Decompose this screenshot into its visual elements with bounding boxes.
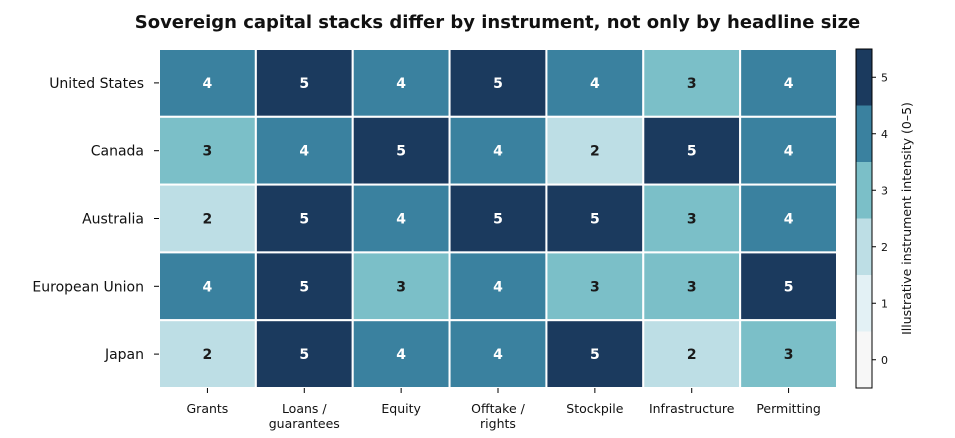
cell-value-label: 3 [687,212,697,228]
x-tick-label: Equity [381,401,421,416]
y-tick-label: Japan [104,347,144,363]
heatmap-cell-japan-offtake-rights [448,319,548,390]
colorbar-band [856,275,872,332]
x-tick-label: Loans / guarantees [269,401,340,431]
colorbar-tick-label: 1 [881,297,888,310]
colorbar-band [856,162,872,219]
heatmap-cell-european-union-offtake-rights [448,251,548,322]
heatmap-cell-canada-loans-guarantees [254,115,354,186]
heatmap-cell-labels: 4 5 4 5 4 3 4 3 4 5 4 2 5 4 2 5 4 5 5 3 4 4 5 3 4 3 3 5 2 5 4 4 5 2 3 [203,76,794,363]
cell-value-label: 4 [784,76,794,92]
heatmap-cell-australia-permitting [739,183,839,254]
x-tick-label: Permitting [756,401,820,416]
y-tick-label: Canada [91,144,144,160]
cell-value-label: 4 [784,144,794,160]
cell-value-label: 3 [203,144,213,160]
heatmap-cell-canada-infrastructure [642,115,742,186]
x-tick-label: Infrastructure [649,401,735,416]
colorbar-band [856,218,872,275]
y-tick-label: European Union [32,279,144,295]
heatmap-cell-european-union-infrastructure [642,251,742,322]
cell-value-label: 5 [299,347,309,363]
x-axis: Grants Loans / guarantees Equity Offtake / ri… [187,388,821,431]
x-tick-label: Offtake / rights [471,401,525,431]
cell-value-label: 5 [299,279,309,295]
cell-value-label: 5 [299,76,309,92]
heatmap-cell-australia-grants [158,183,257,254]
heatmap-cell-canada-offtake-rights [448,115,548,186]
y-tick-label: Australia [82,212,144,228]
cell-value-label: 2 [203,347,213,363]
cell-value-label: 5 [299,212,309,228]
x-tick-label: Stockpile [566,401,623,416]
colorbar: 0 1 2 3 4 5 Illustrative instrument intensity … [855,48,914,389]
colorbar-band [856,105,872,162]
y-axis: United States Canada Australia European Uni… [32,76,159,363]
cell-value-label: 4 [203,279,213,295]
cell-value-label: 5 [396,144,406,160]
cell-value-label: 3 [396,279,406,295]
colorbar-tick-label: 3 [881,184,888,197]
cell-value-label: 3 [784,347,794,363]
heatmap-cell-united-states-infrastructure [642,48,742,118]
cell-value-label: 4 [493,279,503,295]
heatmap-cell-united-states-permitting [739,48,839,118]
cell-value-label: 5 [590,347,600,363]
y-tick-label: United States [49,76,144,92]
cell-value-label: 4 [396,347,406,363]
cell-value-label: 4 [396,76,406,92]
cell-value-label: 4 [203,76,213,92]
cell-value-label: 5 [493,76,503,92]
cell-value-label: 2 [687,347,697,363]
cell-value-label: 4 [396,212,406,228]
colorbar-band [856,49,872,106]
cell-value-label: 4 [590,76,600,92]
heatmap-cell-japan-equity [351,319,451,390]
colorbar-band [856,331,872,388]
heatmap-cell-japan-stockpile [545,319,645,390]
cell-value-label: 5 [493,212,503,228]
cell-value-label: 4 [493,347,503,363]
colorbar-tick-label: 5 [881,71,888,84]
heatmap-cell-australia-stockpile [545,183,645,254]
heatmap-cell-european-union-equity [351,251,451,322]
cell-value-label: 4 [299,144,309,160]
x-tick-label: Grants [187,401,229,416]
heatmap-cell-australia-offtake-rights [448,183,548,254]
chart-title: Sovereign capital stacks differ by instr… [134,12,861,33]
colorbar-tick-label: 0 [881,354,888,367]
colorbar-frame [855,48,873,389]
cell-value-label: 5 [784,279,794,295]
heatmap-cell-japan-infrastructure [642,319,742,390]
cell-value-label: 4 [493,144,503,160]
cell-value-label: 2 [590,144,600,160]
heatmap-cells [158,48,839,390]
heatmap-cell-canada-permitting [739,115,839,186]
colorbar-tick-label: 2 [881,241,888,254]
cell-value-label: 2 [203,212,213,228]
cell-value-label: 5 [590,212,600,228]
cell-value-label: 5 [687,144,697,160]
heatmap-cell-canada-grants [158,115,257,186]
cell-value-label: 3 [687,76,697,92]
colorbar-label: Illustrative instrument intensity (0–5) [899,102,914,335]
cell-value-label: 4 [784,212,794,228]
colorbar-tick-label: 4 [881,128,888,141]
cell-value-label: 3 [687,279,697,295]
cell-value-label: 3 [590,279,600,295]
heatmap-cell-european-union-permitting [739,251,839,322]
heatmap-cell-japan-grants [158,319,257,390]
